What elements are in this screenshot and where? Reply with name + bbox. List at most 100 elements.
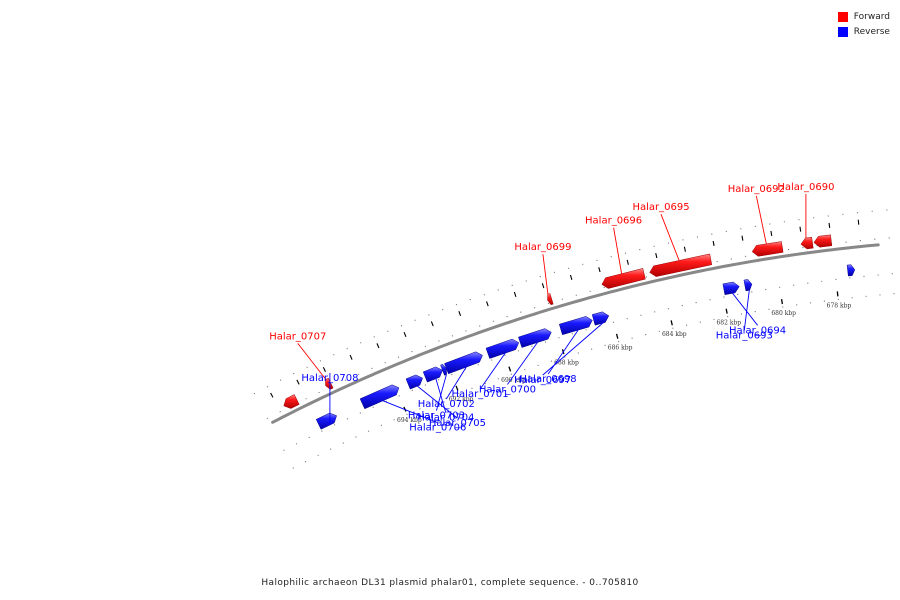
gene-leader-line (382, 400, 438, 424)
gene-unlabeled[interactable] (846, 264, 856, 277)
track-dot (511, 284, 513, 286)
track-dot (631, 337, 633, 339)
track-dot (754, 225, 756, 227)
track-dot (387, 330, 389, 332)
gene-label: Halar_0692 (728, 184, 785, 195)
gene-leader-line (613, 227, 623, 274)
tick-label: 688 kbp (554, 360, 579, 367)
gene-halar-0705[interactable] (405, 374, 423, 390)
track-dot (863, 275, 865, 277)
track-dot (292, 467, 294, 469)
track-dot (859, 240, 862, 242)
tick-mark (770, 230, 773, 236)
track-dot (745, 255, 747, 257)
gene-halar-0695[interactable] (649, 253, 713, 277)
track-dot (851, 297, 853, 299)
track-dot (397, 356, 400, 358)
gene-halar-0708[interactable] (315, 412, 337, 430)
track-dot (497, 289, 499, 291)
track-dot (893, 293, 895, 295)
track-dot (266, 386, 269, 388)
tick-label: 680 kbp (771, 310, 796, 317)
gene-label: Halar_0696 (585, 216, 642, 227)
track-dot (465, 330, 467, 332)
track-dot (575, 294, 577, 296)
gene-halar-0696[interactable] (601, 268, 646, 289)
track-dot (626, 318, 628, 320)
track-dot (809, 302, 812, 304)
gene-halar-0698[interactable] (558, 316, 593, 336)
gene-leader-line (507, 342, 538, 385)
track-dot (681, 305, 683, 307)
track-dot (827, 215, 829, 217)
track-dot (823, 300, 826, 302)
track-dot (802, 246, 804, 249)
gene-halar-0694[interactable] (722, 281, 740, 295)
track-dot (497, 378, 499, 380)
track-dot (393, 419, 395, 421)
gene-halar-0690[interactable] (800, 236, 814, 250)
track-dot (539, 276, 541, 278)
tick-mark (270, 392, 274, 398)
gene-halar-0693[interactable] (743, 279, 753, 292)
gene-label: Halar_0690 (777, 182, 834, 193)
gene-leader-line (732, 293, 758, 326)
track-dot (769, 223, 771, 225)
gene-label: Halar_0702 (418, 399, 475, 410)
track-dot (667, 242, 670, 244)
gene-halar-0692[interactable] (751, 241, 784, 257)
tick-mark (712, 240, 715, 247)
track-dot (424, 384, 426, 386)
gene-leader-line (743, 290, 750, 331)
track-dot (308, 436, 310, 438)
gene-halar-0702[interactable] (444, 351, 483, 375)
gene-halar-0706[interactable] (359, 384, 400, 410)
track-dot (737, 293, 739, 295)
track-dots (253, 209, 895, 469)
track-dot (531, 345, 533, 347)
track-dot (477, 364, 479, 366)
track-dot (371, 367, 373, 369)
track-dot (561, 298, 563, 300)
gene-halar-0699[interactable] (547, 293, 554, 305)
scale-ticks: 678 kbp 680 kbp 682 kbp 684 kbp 686 kbp 688 k… (270, 219, 860, 424)
gene-label: Halar_0704 (417, 413, 474, 424)
track-dot (645, 334, 647, 336)
track-dot (479, 325, 481, 327)
track-dot (618, 341, 620, 343)
track-dot (344, 379, 346, 381)
track-dot (398, 395, 400, 397)
track-dot (432, 403, 434, 405)
gene-halar-0701[interactable] (485, 338, 520, 359)
track-dot (293, 373, 295, 375)
track-dot (384, 362, 386, 364)
track-dot (333, 354, 335, 356)
gene-label: Halar_0698 (520, 374, 577, 385)
reverse-swatch (837, 26, 848, 37)
track-dot (879, 294, 881, 296)
gene-halar-0707[interactable] (325, 377, 334, 390)
gene-halar-0704[interactable] (422, 366, 443, 383)
track-dot (768, 308, 770, 310)
tick-mark (615, 333, 619, 339)
track-dot (411, 389, 413, 391)
track-dot (355, 436, 357, 438)
gene-label: Halar_0705 (429, 418, 486, 429)
track-dot (553, 271, 556, 273)
track-dot (571, 333, 574, 335)
tick-label: 686 kbp (608, 344, 633, 351)
tick-mark (569, 274, 573, 280)
gene-halar-0700[interactable] (518, 328, 552, 348)
track-dot (682, 239, 684, 241)
gene-unlabeled[interactable] (283, 394, 300, 409)
track-dot (317, 454, 319, 456)
gene-halar-0697[interactable] (591, 311, 610, 326)
track-dot (695, 302, 697, 304)
track-dot (346, 418, 349, 420)
tick-mark (376, 343, 380, 349)
gene-features (283, 234, 856, 430)
gene-unlabeled[interactable] (813, 234, 833, 248)
track-dot (360, 342, 362, 344)
